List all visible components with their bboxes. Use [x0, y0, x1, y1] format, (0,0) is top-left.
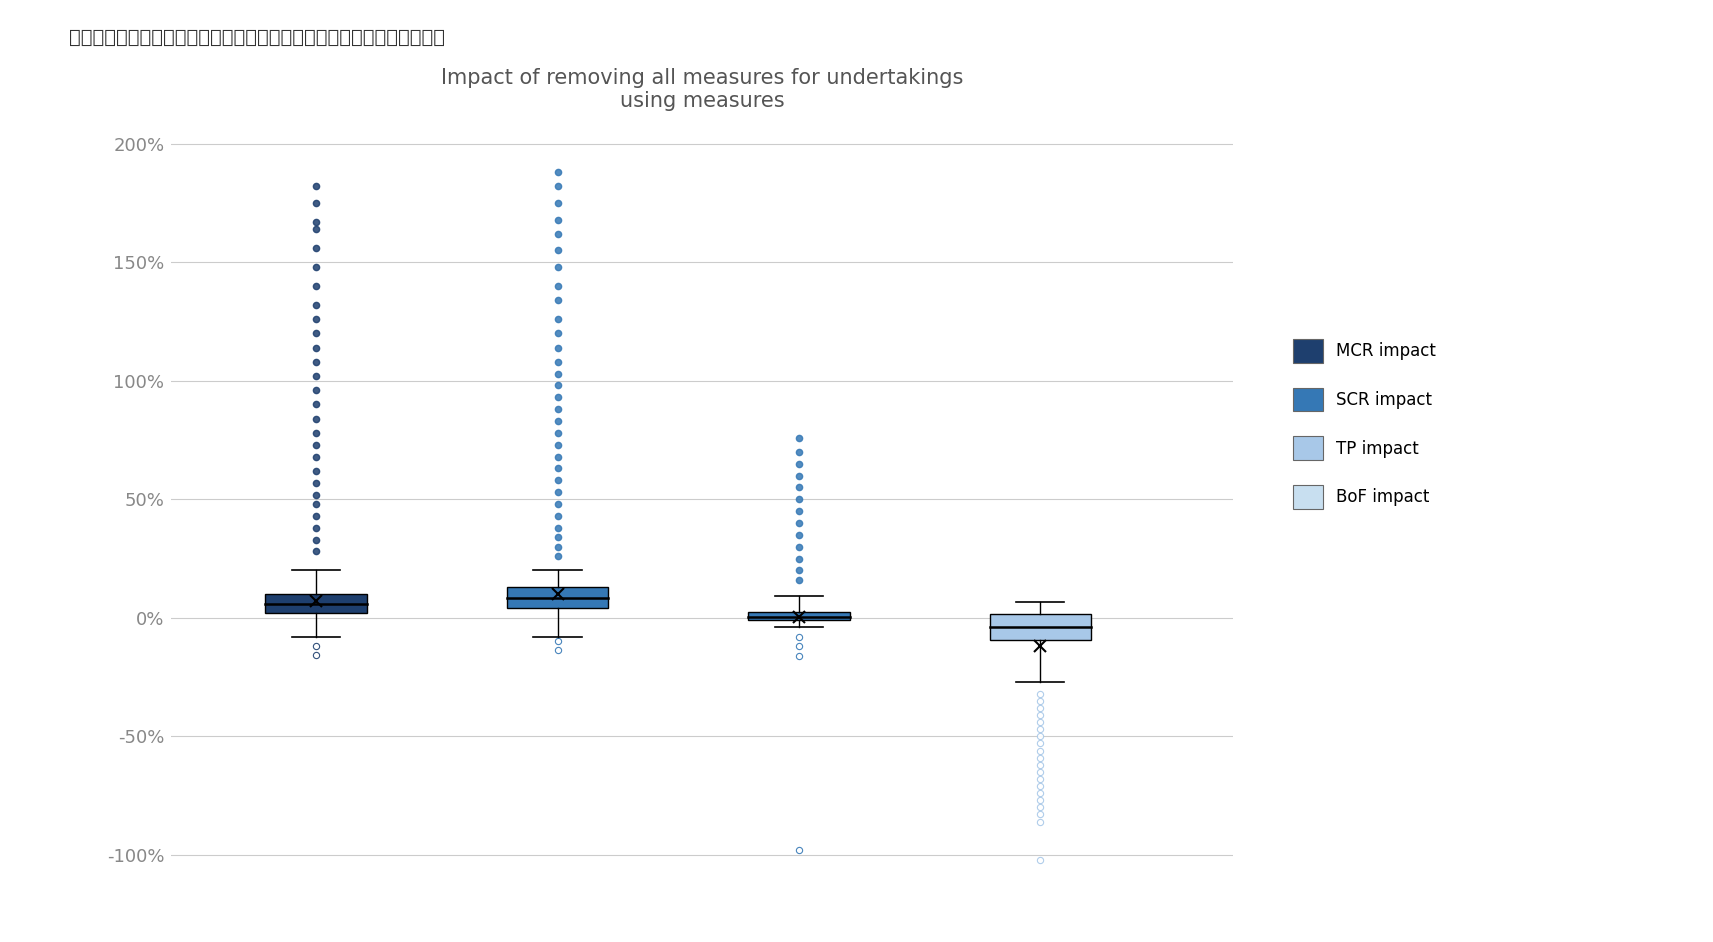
Bar [507, 587, 608, 609]
Text: 図表　措置を適用している会社で全ての措置を非適用とした場合の影響: 図表 措置を適用している会社で全ての措置を非適用とした場合の影響 [69, 28, 444, 47]
Bar [749, 612, 850, 620]
Legend: MCR impact, SCR impact, TP impact, BoF impact: MCR impact, SCR impact, TP impact, BoF i… [1293, 339, 1435, 509]
Bar [266, 594, 367, 613]
Title: Impact of removing all measures for undertakings
using measures: Impact of removing all measures for unde… [442, 68, 963, 111]
Bar [990, 614, 1091, 641]
